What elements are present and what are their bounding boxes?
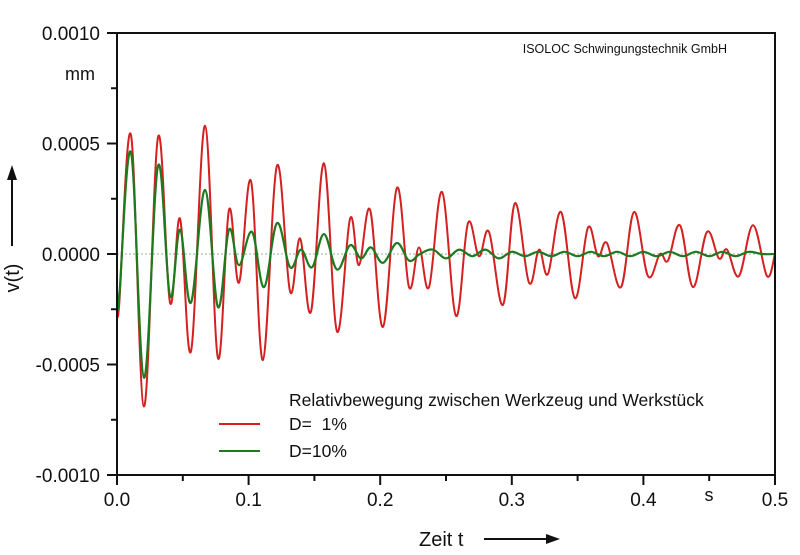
- x-tick-label: 0.4: [630, 490, 657, 511]
- x-tick-label: 0.5: [762, 490, 788, 511]
- axis-ticks: [107, 32, 776, 485]
- legend-entry-d10: D=10%: [289, 441, 347, 461]
- x-tick-label: 0.0: [104, 490, 130, 511]
- y-tick-label: -0.0005: [36, 356, 100, 377]
- credit-text: ISOLOC Schwingungstechnik GmbH: [523, 42, 727, 56]
- y-axis-title: v(t): [2, 264, 24, 293]
- x-axis-title: Zeit t: [419, 529, 464, 551]
- x-tick-label: 0.2: [367, 490, 393, 511]
- series-layer: [115, 124, 776, 408]
- y-tick-label: 0.0010: [42, 24, 100, 45]
- series-line-d1: [116, 124, 776, 408]
- legend: Relativbewegung zwischen Werkzeug und We…: [219, 390, 704, 461]
- series-line-d10: [115, 150, 776, 379]
- y-unit-label: mm: [65, 64, 95, 84]
- x-tick-label: 0.1: [235, 490, 261, 511]
- y-tick-label: -0.0010: [36, 466, 100, 487]
- x-axis-arrow-icon: [484, 534, 560, 544]
- y-tick-label: 0.0000: [42, 245, 100, 266]
- y-axis-tick-labels: 0.0010 0.0005 0.0000 -0.0005 -0.0010: [36, 24, 100, 487]
- y-axis-arrow-icon: [7, 165, 17, 246]
- x-unit-label: s: [705, 485, 714, 505]
- legend-entry-d1: D= 1%: [289, 414, 347, 434]
- x-tick-label: 0.3: [499, 490, 525, 511]
- legend-title: Relativbewegung zwischen Werkzeug und We…: [289, 390, 704, 410]
- y-tick-label: 0.0005: [42, 135, 100, 156]
- x-axis-tick-labels: 0.0 0.1 0.2 0.3 0.4 0.5: [104, 490, 788, 511]
